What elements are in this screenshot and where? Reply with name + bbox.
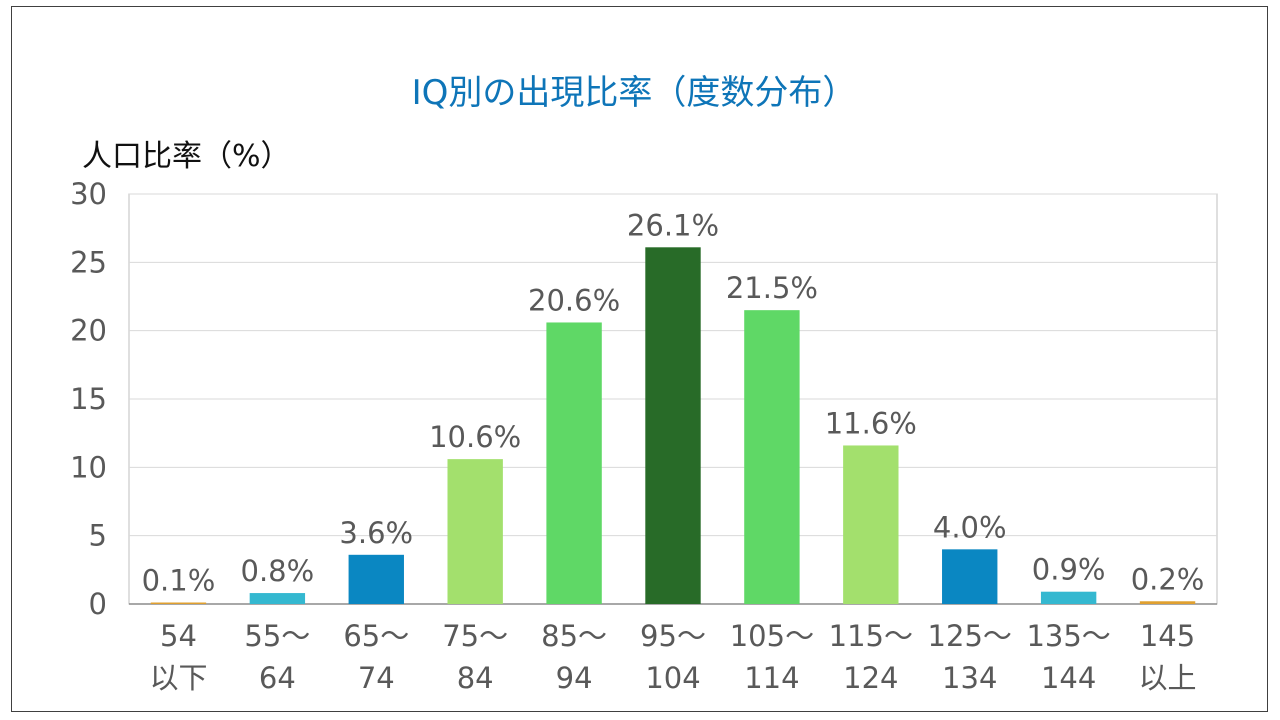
x-tick-label: 95～ [640,619,706,653]
x-tick-label: 105～ [730,619,814,653]
x-tick-label: 75～ [442,619,508,653]
y-tick-labels: 0 5 10 15 20 25 30 [70,177,107,621]
y-tick-label: 15 [70,382,107,416]
bar [1040,591,1097,604]
y-tick-label: 5 [89,519,107,553]
bar [744,310,800,604]
x-tick-label-line2: 以上 [1139,661,1197,695]
data-label: 4.0% [933,510,1007,544]
data-label: 0.1% [142,564,216,598]
bar [645,247,701,605]
data-label: 21.5% [726,271,818,305]
x-tick-label: 115～ [829,619,913,653]
bar [843,445,899,604]
x-tick-label-line2: 134 [942,661,997,695]
x-tick-label: 145 [1140,619,1195,653]
data-label: 26.1% [627,208,719,242]
x-tick-label: 135～ [1026,619,1110,653]
x-tick-label: 55～ [244,619,310,653]
x-tick-label-line2: 以下 [149,661,207,695]
data-label: 0.2% [1131,562,1205,596]
bar [348,554,404,604]
bars [150,247,1196,605]
chart-title: IQ別の出現比率（度数分布） [412,73,857,113]
x-tick-label-line2: 84 [457,661,494,695]
x-tick-label: 54 [160,619,197,653]
data-label: 11.6% [825,406,917,440]
y-tick-label: 20 [70,314,107,348]
x-tick-label-line2: 124 [843,661,898,695]
bar [546,322,602,604]
x-tick-label-line2: 94 [556,661,593,695]
x-tick-label-line2: 64 [259,661,296,695]
y-tick-label: 30 [70,177,107,211]
bar [447,459,503,604]
x-tick-label: 125～ [928,619,1012,653]
x-tick-labels: 54 以下 55～ 64 65～ 74 75～ 84 85～ 94 95～ 104 105～ 114 115… [149,619,1196,695]
bar [1139,601,1196,604]
data-label: 3.6% [339,516,413,550]
bar [249,593,306,604]
y-tick-label: 0 [89,587,107,621]
data-label: 0.8% [241,554,315,588]
data-label: 0.9% [1032,553,1106,587]
data-label: 10.6% [429,420,521,454]
x-tick-label-line2: 104 [645,661,700,695]
bar [150,602,207,604]
x-tick-label: 85～ [541,619,607,653]
x-tick-label: 65～ [343,619,409,653]
y-tick-label: 25 [70,245,107,279]
data-labels: 0.1% 0.8% 3.6% 10.6% 20.6% 26.1%21.5% 11.6% 4.0… [142,208,1205,597]
x-tick-label-line2: 144 [1041,661,1096,695]
y-axis-label: 人口比率（%） [82,139,291,174]
x-tick-label-line2: 74 [358,661,395,695]
bar [942,549,998,604]
x-tick-label-line2: 114 [744,661,799,695]
data-label: 20.6% [528,283,620,317]
y-tick-label: 10 [70,450,107,484]
